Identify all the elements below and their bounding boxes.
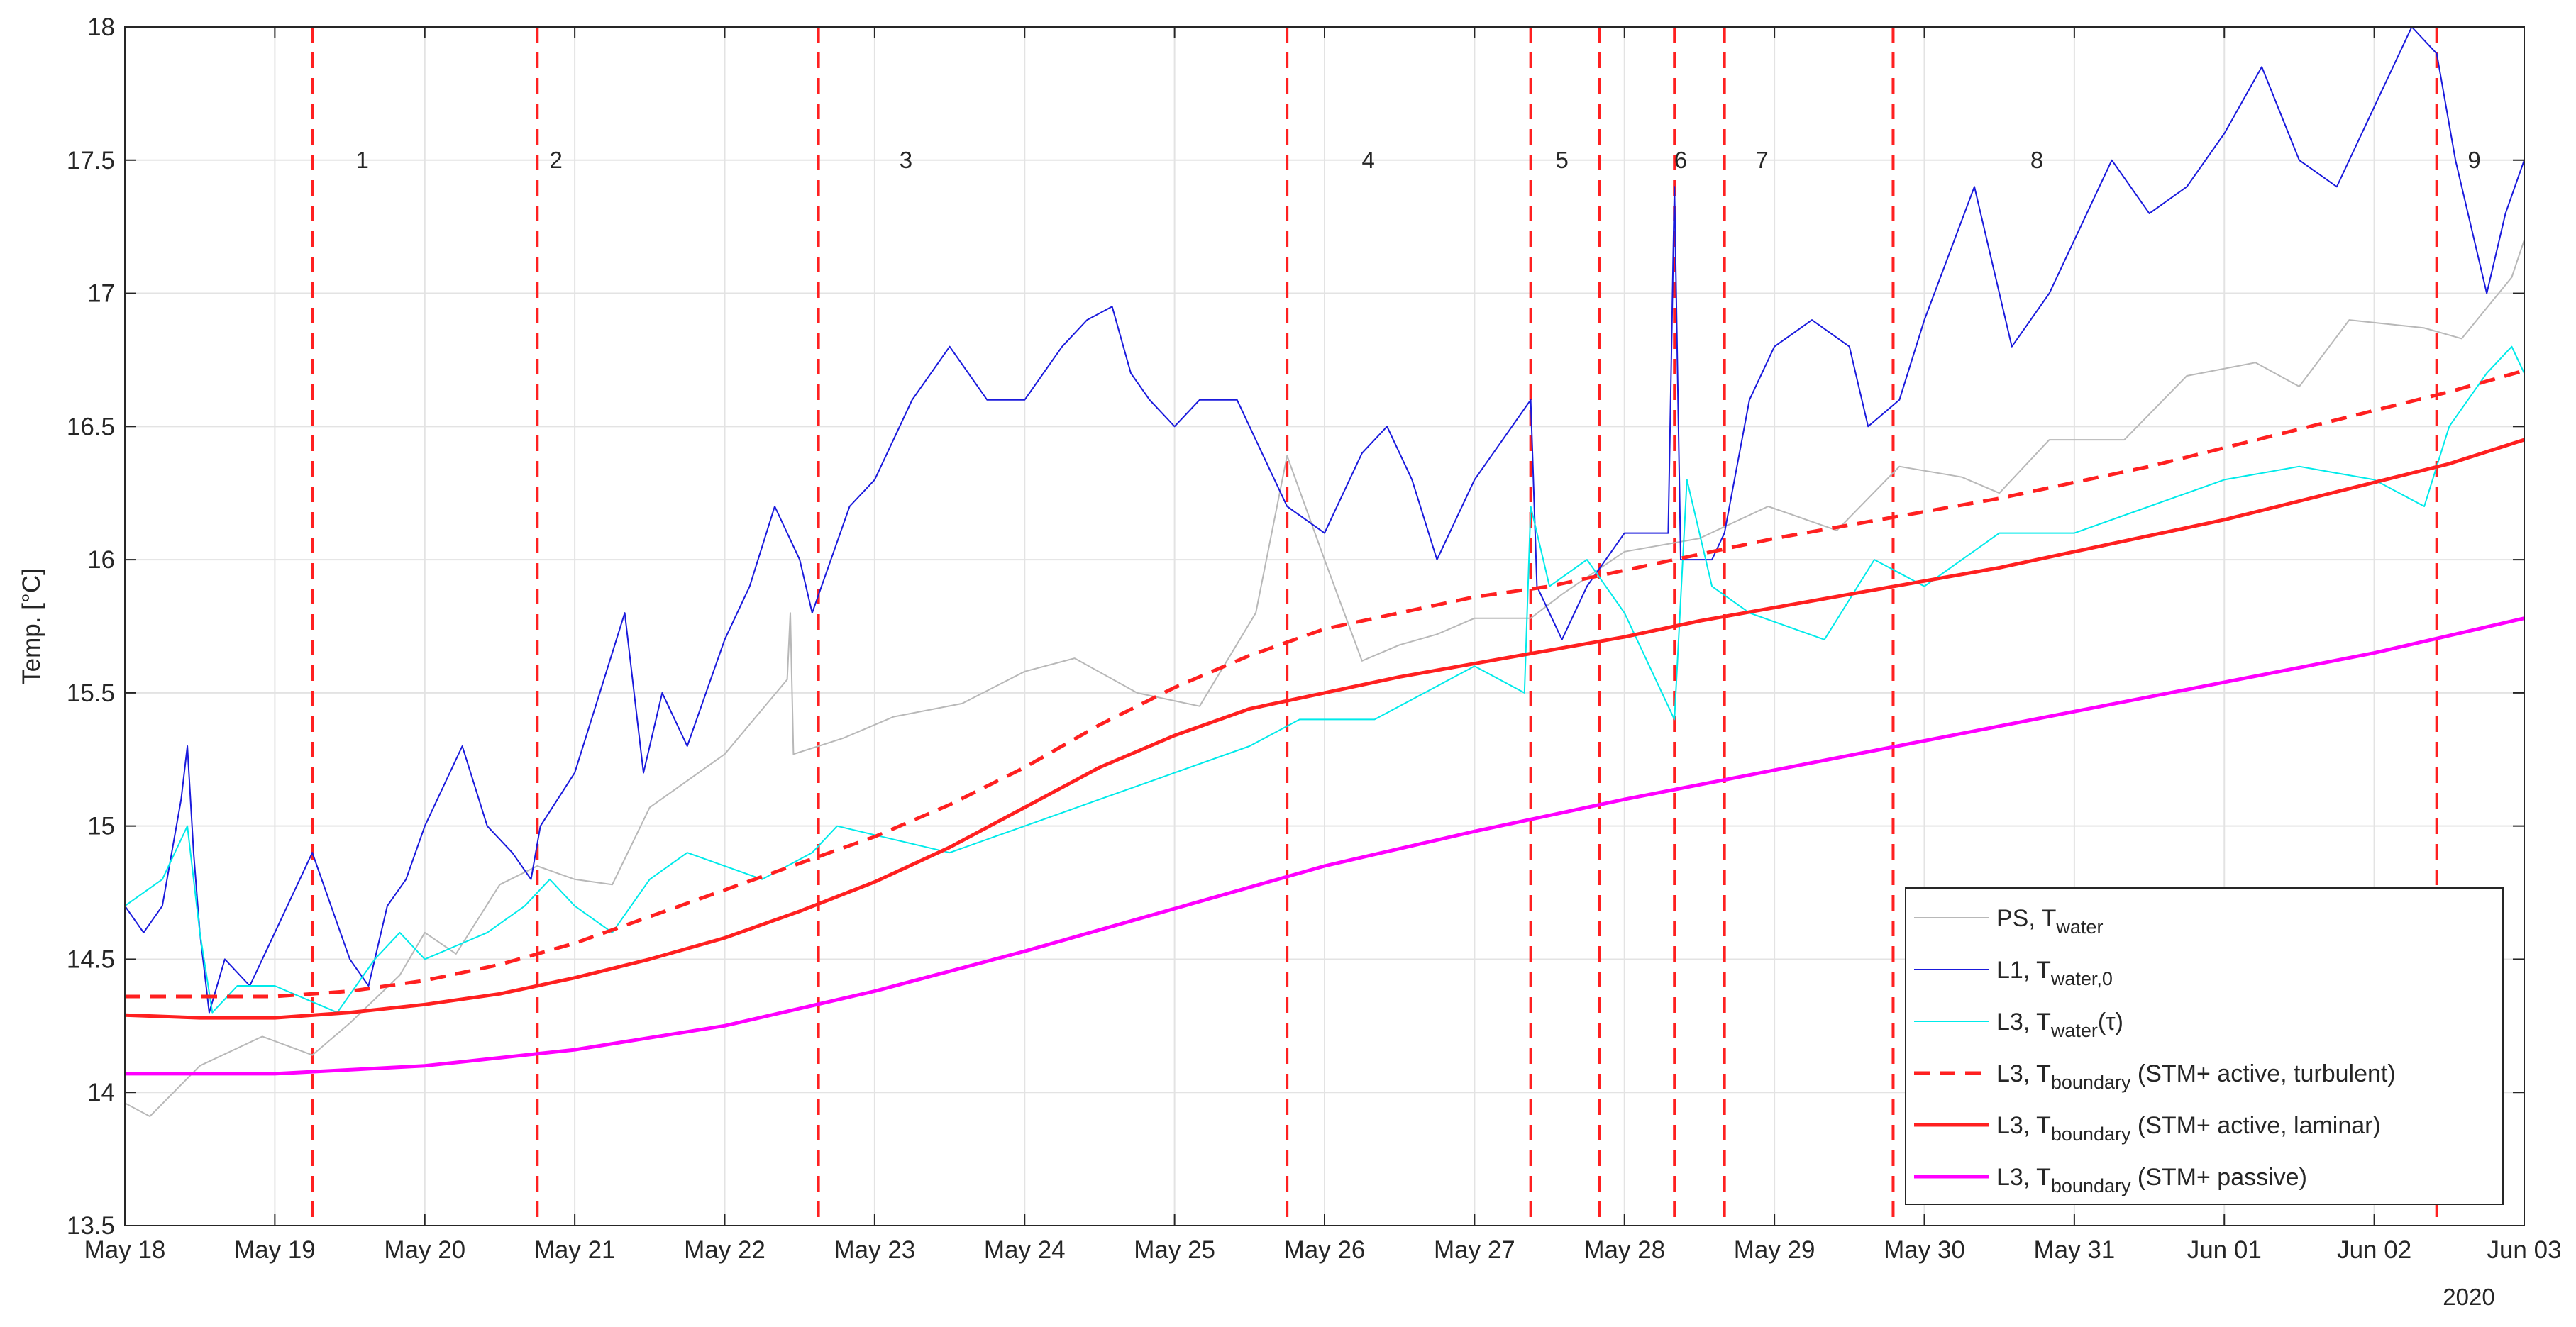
x-axis-ticks: May 18 May 19 May 20 May 21 May 22 May 23 May … [84, 27, 2562, 1264]
period-label: 8 [2030, 147, 2043, 173]
x-tick-label: May 24 [984, 1236, 1066, 1264]
period-labels: 1 2 3 4 5 6 7 8 9 [355, 147, 2480, 173]
x-tick-label: May 26 [1284, 1236, 1366, 1264]
x-tick-label: May 22 [684, 1236, 765, 1264]
x-tick-label: May 29 [1734, 1236, 1815, 1264]
period-label: 3 [900, 147, 912, 173]
legend-label: L1, Twater,0 [1996, 957, 2113, 989]
period-label: 9 [2467, 147, 2480, 173]
legend-label: L3, Tboundary (STM+ active, turbulent) [1996, 1060, 2396, 1093]
y-tick-label: 16.5 [67, 413, 115, 440]
series-line-6 [125, 616, 2525, 1076]
x-tick-label: Jun 02 [2337, 1236, 2411, 1264]
x-tick-label: May 28 [1583, 1236, 1665, 1264]
x-tick-label: Jun 03 [2487, 1236, 2561, 1264]
x-tick-label: May 31 [2033, 1236, 2115, 1264]
series-line-3 [124, 345, 2525, 1014]
series-line-5 [124, 438, 2525, 1020]
y-tick-label: 18 [87, 13, 115, 41]
period-label: 2 [550, 147, 563, 173]
legend-label: L3, Twater(τ) [1996, 1009, 2123, 1041]
period-label: 7 [1755, 147, 1768, 173]
x-tick-label: May 19 [234, 1236, 316, 1264]
y-tick-label: 14.5 [67, 945, 115, 973]
y-tick-label: 16 [87, 546, 115, 574]
y-tick-label: 17.5 [67, 147, 115, 174]
legend-label: L3, Tboundary (STM+ active, laminar) [1996, 1112, 2381, 1145]
y-tick-label: 15 [87, 813, 115, 840]
y-tick-label: 15.5 [67, 679, 115, 707]
x-axis-year-label: 2020 [2443, 1284, 2494, 1310]
x-tick-label: May 21 [534, 1236, 616, 1264]
x-tick-label: May 23 [834, 1236, 915, 1264]
period-label: 6 [1674, 147, 1687, 173]
period-label: 1 [355, 147, 368, 173]
x-tick-label: May 20 [384, 1236, 465, 1264]
y-tick-label: 13.5 [67, 1212, 115, 1240]
series-lines [124, 26, 2525, 1117]
legend-label: L3, Tboundary (STM+ passive) [1996, 1164, 2307, 1196]
period-label: 4 [1361, 147, 1374, 173]
y-tick-label: 14 [87, 1079, 115, 1106]
x-tick-label: May 30 [1884, 1236, 1965, 1264]
y-axis-label: Temp. [°C] [18, 568, 45, 684]
x-tick-label: May 27 [1434, 1236, 1515, 1264]
legend-label: PS, Twater [1996, 905, 2103, 938]
x-tick-label: Jun 01 [2187, 1236, 2262, 1264]
series-line-1 [124, 240, 2525, 1117]
x-tick-label: May 18 [84, 1236, 166, 1264]
period-label: 5 [1555, 147, 1568, 173]
x-tick-label: May 25 [1134, 1236, 1215, 1264]
legend-box [1905, 887, 2504, 1205]
legend: PS, Twater L1, Twater,0 L3, Twater(τ) L3, T… [1905, 887, 2504, 1205]
y-tick-label: 17 [87, 280, 115, 308]
